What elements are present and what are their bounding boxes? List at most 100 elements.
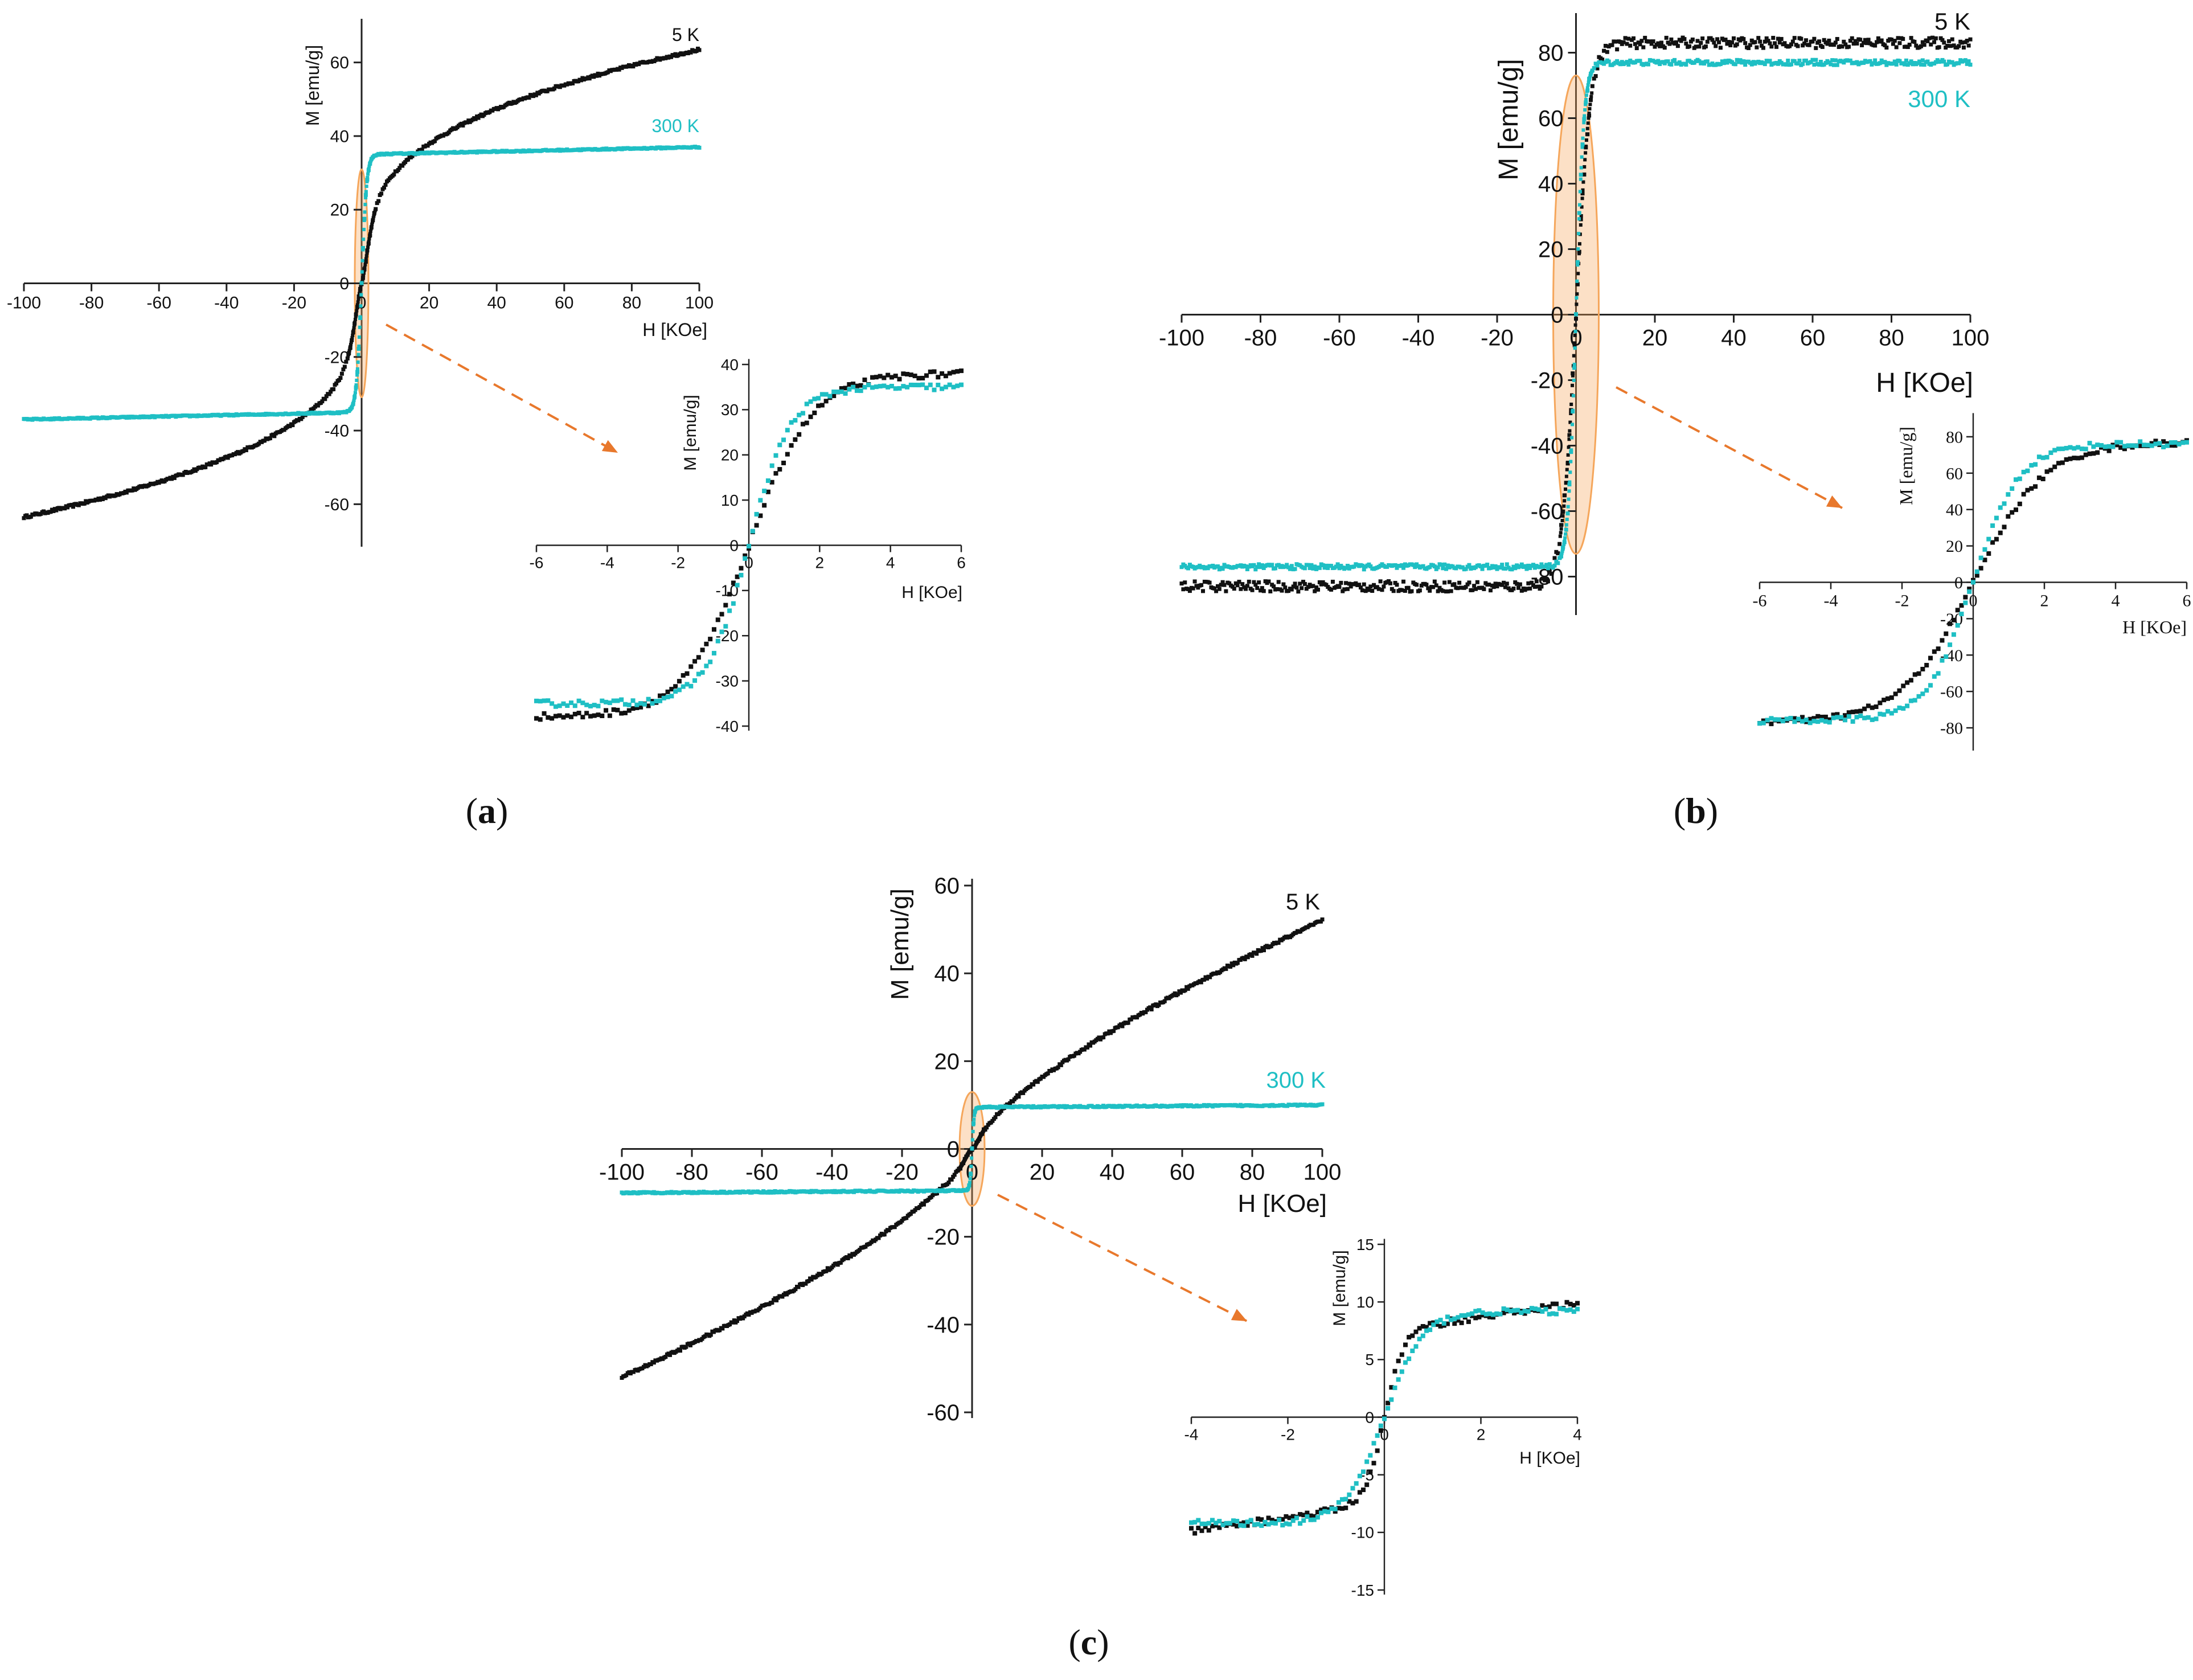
panel-c-main-xtick-label: -20 [886,1160,919,1185]
panel-a-inset-series-300k-point [893,386,898,391]
panel-c-inset-series-5k-point [1424,1325,1429,1330]
panel-c-inset-series-5k-point [1413,1329,1419,1334]
panel-a-inset-series-300k-point [661,695,666,700]
panel-c-inset-series-5k-point [1501,1310,1506,1316]
panel-c-inset-series-5k-point [1434,1322,1440,1327]
panel-a-main-series-300k-point [366,169,370,173]
panel-b-main-series-5k-point [1549,572,1553,576]
panel-a-main-series-5k-point [353,317,357,321]
panel-b-main-series-300k-point [1560,551,1564,555]
panel-b-main-series-5k-point [1582,173,1586,177]
panel-a-inset-series-300k-point [673,689,678,694]
panel-b-main-series-5k-point [1319,582,1323,587]
panel-b-main-series-5k-point [1217,587,1221,591]
panel-a-main-series-5k-point [372,212,376,216]
panel-b-main-series-300k-point [1580,155,1584,159]
panel-b-main-series-300k-point [1942,59,1946,64]
panel-c-inset-series-5k-point [1512,1310,1517,1316]
panel-c-inset-series-300k-point [1290,1518,1296,1523]
panel-b-main-series-5k-point [1567,437,1571,441]
panel-b-main-series-5k-point [1876,36,1880,40]
panel-a-main-series-5k-point [366,243,370,247]
panel-a-inset-series-300k-point [572,703,577,708]
panel-b-main-series-300k-point [1735,58,1739,62]
panel-b-inset-series-300k-point [1827,720,1832,725]
panel-c-inset-series-300k-point [1386,1406,1391,1411]
panel-b-inset-series-300k-point [1878,711,1883,716]
panel-b-main-series-5k-point [1738,38,1743,43]
panel-b-main-series-5k-point [1583,165,1587,169]
panel-a-inset-series-300k-point [665,694,670,699]
panel-b-inset-series-5k-point [1858,708,1863,714]
panel-c-inset-series-300k-point [1315,1515,1320,1520]
panel-b-main-series-5k-point [1247,579,1251,584]
panel-b-main-series-5k-point [1658,44,1662,48]
panel-b-main-series-300k-point [1563,539,1567,543]
panel-a-inset-series-5k-point [553,714,558,719]
panel-b-main-series-5k-point [1426,586,1430,591]
panel-c-main-series-300k-point [984,1105,988,1109]
panel-c-inset-series-300k-point [1561,1306,1566,1312]
panel-a-main-ytick-label: 20 [330,201,349,220]
panel-a-inset-series-300k-point [654,699,659,704]
panel-c-main-xtick-label: 80 [1240,1160,1265,1185]
panel-b-main-series-5k-point [1580,196,1584,200]
panel-c-inset-series-300k-point [1217,1519,1222,1524]
panel-b-main-series-300k-point [1538,565,1542,569]
panel-c-inset-series-5k-point [1399,1352,1404,1357]
panel-b-main-series-5k-point [1348,584,1353,589]
panel-b-main-series-5k-point [1585,126,1589,130]
panel-c-inset-series-5k-point [1287,1515,1292,1521]
panel-a-inset-series-5k-point [546,715,551,720]
panel-b-inset-series-300k-point [2048,450,2053,455]
panel-c-inset-series-5k-point [1189,1526,1194,1531]
panel-b-main-series-300k-point [1718,62,1723,67]
panel-b-inset-series-300k-point [2056,446,2061,452]
panel-b-main-series-5k-point [1848,39,1852,43]
panel-b-main-series-300k-point [1582,117,1587,121]
panel-b-main-series-300k-point [1741,59,1746,64]
panel-c-main-series-5k-point [1262,948,1266,953]
panel-b-main-series-5k-point [1600,58,1605,62]
panel-c-main-ylabel: M [emu/g] [886,888,914,1000]
panel-a-inset-series-300k-point [650,701,655,706]
panel-b-main-xtick-label: 80 [1879,326,1904,351]
panel-a-main-ytick-label: -40 [325,422,349,441]
panel-c-main-series-5k-point [1157,1003,1161,1007]
panel-c-main-series-5k-point [904,1216,909,1220]
panel-b-inset-series-300k-point [2083,446,2088,452]
panel-b-main-series-5k-point [1580,191,1585,196]
panel-b-main-series-5k-point [1487,582,1491,587]
panel-c-inset-series-5k-point [1378,1428,1383,1433]
panel-a-inset-series-5k-point [847,382,852,387]
panel-a-inset-series-300k-point [546,698,551,703]
panel-b-main-series-5k-point [1710,38,1715,42]
panel-a-inset-series-5k-point [711,627,716,632]
panel-c-main-series-5k-point [1105,1031,1110,1036]
panel-a-main-series-5k-point [669,55,674,59]
panel-c-inset-series-300k-point [1392,1385,1397,1390]
panel-a-inset-series-5k-point [955,369,960,374]
panel-a-inset-series-300k-point [534,698,539,703]
panel-c-inset-series-300k-point [1371,1441,1376,1446]
panel-c-main-series-5k-point [1126,1021,1130,1025]
panel-b-main-series-5k-point [1773,41,1777,46]
panel-a-inset-series-5k-point [874,375,879,380]
panel-b-main-series-5k-point [1232,587,1236,591]
panel-a-inset-series-5k-point [542,711,547,716]
panel-b-inset-series-5k-point [1897,688,1902,693]
panel-c-inset-series-300k-point [1322,1509,1327,1514]
panel-a-inset-series-300k-point [870,385,875,390]
panel-a-main-series-5k-point [356,300,360,304]
panel-b-main-series-5k-point [1219,583,1223,587]
panel-a-inset-series-5k-point [715,617,720,622]
panel-b-main-series-5k-point [1896,36,1900,40]
panel-b-main-series-5k-point [1705,39,1710,44]
panel-b-main-series-5k-point [1966,43,1971,48]
panel-a-inset-series-300k-point [943,384,948,390]
panel-c-main-series-300k-point [968,1177,972,1181]
panel-b-label: (b) [1674,790,1718,831]
panel-c-main-series-5k-point [1059,1063,1063,1067]
panel-b-inset-series-5k-point [1878,700,1883,706]
panel-b-inset-series-300k-point [2099,443,2104,448]
